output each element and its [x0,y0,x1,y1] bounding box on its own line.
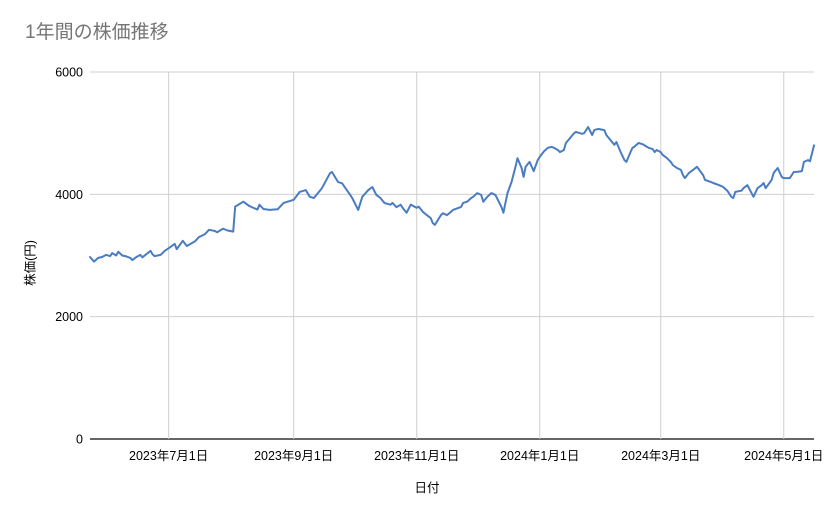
x-tick-label: 2023年11月1日 [374,449,459,463]
y-tick-label: 4000 [55,188,83,202]
x-tick-label: 2023年7月1日 [129,449,208,463]
y-tick-label: 2000 [55,310,83,324]
x-tick-label: 2023年9月1日 [254,449,333,463]
x-tick-label: 2024年3月1日 [621,449,700,463]
chart-title: 1年間の株価推移 [25,22,169,43]
x-axis-title: 日付 [414,481,440,495]
y-tick-label: 6000 [55,66,83,80]
y-tick-label: 0 [76,433,83,447]
stock-price-line [89,126,815,263]
x-tick-label: 2024年5月1日 [744,449,823,463]
x-tick-label: 2024年1月1日 [500,449,579,463]
